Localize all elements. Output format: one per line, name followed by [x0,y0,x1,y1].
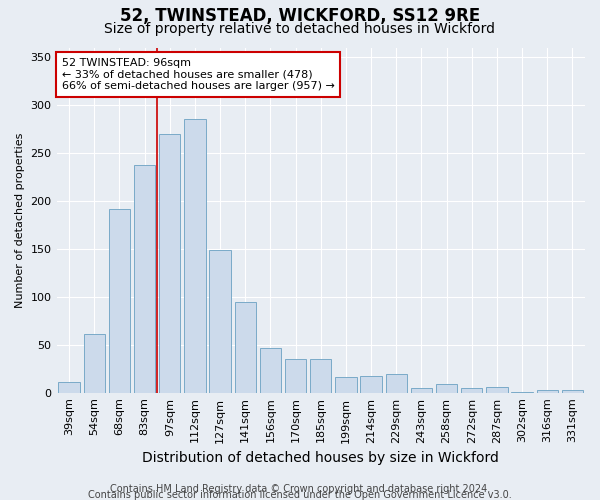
Bar [285,359,307,392]
Text: Contains public sector information licensed under the Open Government Licence v3: Contains public sector information licen… [88,490,512,500]
X-axis label: Distribution of detached houses by size in Wickford: Distribution of detached houses by size … [142,451,499,465]
Bar [184,120,206,392]
Bar [562,390,583,392]
Bar [83,334,105,392]
Text: Size of property relative to detached houses in Wickford: Size of property relative to detached ho… [104,22,496,36]
Bar [486,387,508,392]
Bar [461,388,482,392]
Bar [209,250,231,392]
Bar [436,384,457,392]
Bar [109,208,130,392]
Bar [58,382,80,392]
Text: 52 TWINSTEAD: 96sqm
← 33% of detached houses are smaller (478)
66% of semi-detac: 52 TWINSTEAD: 96sqm ← 33% of detached ho… [62,58,335,91]
Bar [159,134,181,392]
Bar [235,302,256,392]
Bar [536,390,558,392]
Text: Contains HM Land Registry data © Crown copyright and database right 2024.: Contains HM Land Registry data © Crown c… [110,484,490,494]
Y-axis label: Number of detached properties: Number of detached properties [15,132,25,308]
Text: 52, TWINSTEAD, WICKFORD, SS12 9RE: 52, TWINSTEAD, WICKFORD, SS12 9RE [120,8,480,26]
Bar [310,359,331,392]
Bar [260,348,281,393]
Bar [386,374,407,392]
Bar [134,166,155,392]
Bar [411,388,432,392]
Bar [361,376,382,392]
Bar [335,378,356,392]
